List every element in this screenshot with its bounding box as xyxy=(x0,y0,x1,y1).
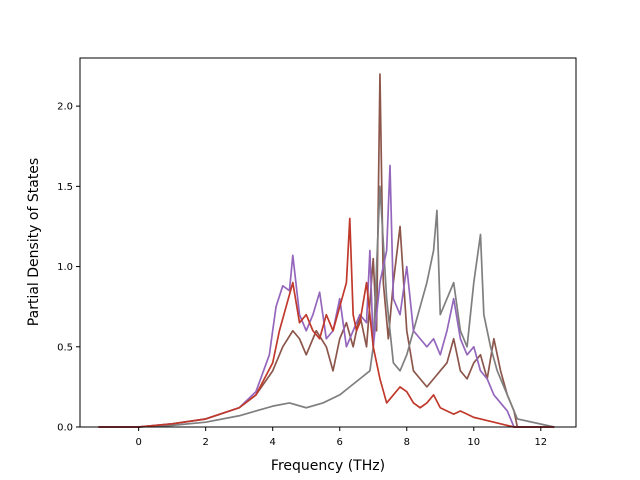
x-tick-label: 0 xyxy=(135,437,141,448)
x-axis-label: Frequency (THz) xyxy=(271,458,385,474)
plot-background xyxy=(80,58,576,427)
x-tick-label: 2 xyxy=(202,437,208,448)
y-axis-label: Partial Density of States xyxy=(26,158,42,326)
x-tick-label: 4 xyxy=(270,437,276,448)
y-tick-label: 2.0 xyxy=(57,102,73,113)
x-tick-label: 10 xyxy=(467,437,480,448)
series-line-2 xyxy=(98,185,555,428)
x-ticks: 0 2 4 6 8 10 12 xyxy=(135,427,547,448)
x-tick-label: 12 xyxy=(534,437,547,448)
series-layer xyxy=(98,73,555,428)
series-line-4 xyxy=(98,217,555,428)
y-tick-label: 0.5 xyxy=(57,342,73,353)
y-tick-label: 1.0 xyxy=(57,262,73,273)
plot-frame xyxy=(79,57,577,428)
x-tick-label: 6 xyxy=(337,437,343,448)
x-tick-label: 8 xyxy=(404,437,410,448)
series-line-1 xyxy=(98,73,555,428)
y-tick-label: 1.5 xyxy=(57,182,73,193)
y-tick-label: 0.0 xyxy=(57,423,73,434)
y-ticks: 0.0 0.5 1.0 1.5 2.0 xyxy=(57,102,80,434)
